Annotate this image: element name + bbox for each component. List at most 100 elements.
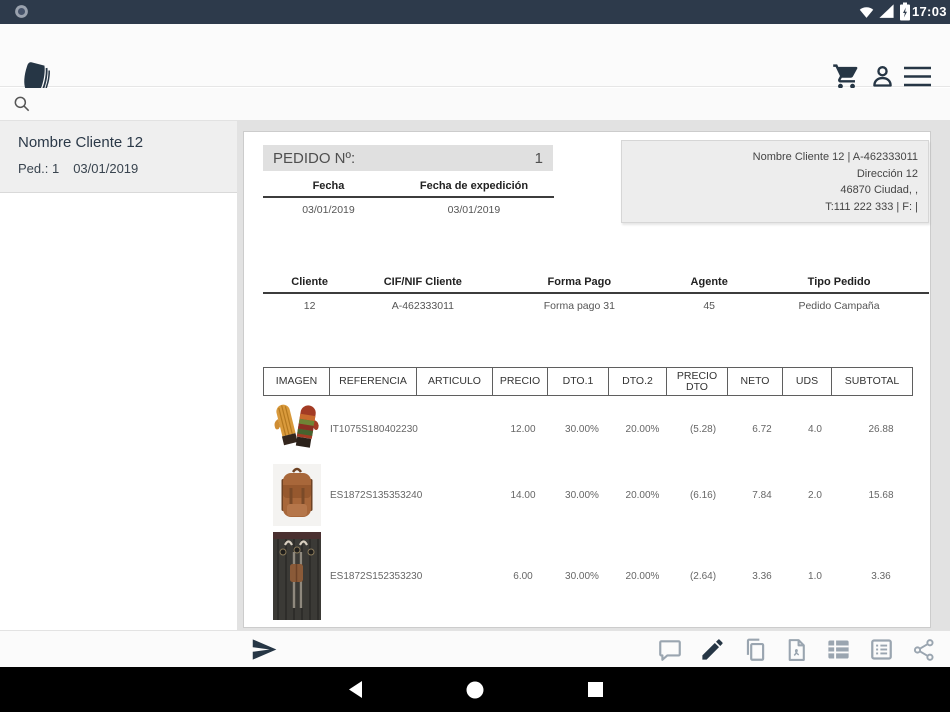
backpack-product-photo — [263, 464, 330, 526]
share-icon[interactable] — [911, 637, 937, 663]
item-precio-dto: (5.28) — [689, 423, 717, 435]
item-precio-dto: (6.16) — [689, 489, 717, 501]
info-header-cliente: Cliente — [291, 276, 328, 288]
menu-icon[interactable] — [903, 65, 932, 88]
info-value-forma-pago: Forma pago 31 — [543, 300, 615, 312]
col-header-uds: UDS — [782, 367, 832, 396]
app-bar — [0, 24, 950, 95]
item-dto1: 30.00% — [565, 423, 599, 435]
col-header-dto2: DTO.2 — [608, 367, 667, 396]
back-icon[interactable] — [347, 681, 364, 698]
expedition-date-value: 03/01/2019 — [447, 204, 501, 216]
item-referencia: ES1872S152353230 — [330, 570, 423, 582]
order-ref: Ped.: 1 — [18, 161, 60, 176]
drawstring-bag-product-photo — [263, 532, 330, 620]
order-date: 03/01/2019 — [73, 161, 139, 176]
search-bar[interactable] — [0, 88, 950, 121]
item-uds: 1.0 — [808, 570, 822, 582]
order-info-table: Cliente CIF/NIF Cliente Forma Pago Agent… — [263, 276, 929, 312]
cart-icon[interactable] — [832, 62, 861, 91]
client-box-line: T:111 222 333 | F: | — [825, 200, 918, 213]
col-header-precio-dto: PRECIO DTO — [666, 367, 728, 396]
client-box-line: Nombre Cliente 12 | A-462333011 — [752, 151, 918, 163]
document-action-toolbar — [0, 630, 950, 667]
battery-charging-icon — [899, 2, 911, 21]
info-value-tipo-pedido: Pedido Campaña — [798, 300, 880, 312]
status-bar: 17:03 — [0, 0, 950, 24]
items-table-header: IMAGEN REFERENCIA ARTICULO PRECIO DTO.1 … — [263, 367, 924, 396]
item-dto2: 20.00% — [625, 423, 660, 435]
list-icon[interactable] — [868, 636, 895, 663]
item-precio: 12.00 — [510, 423, 536, 435]
col-header-precio: PRECIO — [492, 367, 548, 396]
info-header-tipo-pedido: Tipo Pedido — [807, 276, 871, 288]
order-number-header: PEDIDO Nº: 1 — [263, 145, 553, 171]
item-row[interactable]: IT1075S180402230 12.00 30.00% 20.00% (5.… — [263, 396, 924, 462]
col-header-dto1: DTO.1 — [547, 367, 609, 396]
item-uds: 2.0 — [808, 489, 822, 501]
info-header-cif: CIF/NIF Cliente — [383, 276, 462, 288]
col-header-subtotal: SUBTOTAL — [831, 367, 913, 396]
item-row[interactable]: ES1872S152353230 6.00 30.00% 20.00% (2.6… — [263, 528, 924, 624]
info-value-agente: 45 — [703, 300, 716, 312]
col-header-articulo: ARTICULO — [416, 367, 493, 396]
item-referencia: ES1872S135353240 — [330, 489, 423, 501]
item-uds: 4.0 — [808, 423, 822, 435]
table-icon[interactable] — [825, 636, 852, 663]
order-number-label: PEDIDO Nº: — [273, 149, 356, 167]
account-icon[interactable] — [869, 63, 896, 90]
item-subtotal: 26.88 — [868, 423, 894, 435]
item-referencia: IT1075S180402230 — [330, 423, 418, 435]
item-dto1: 30.00% — [565, 570, 599, 582]
info-value-cif: A-462333011 — [391, 300, 454, 312]
order-client-name: Nombre Cliente 12 — [18, 134, 144, 151]
dates-table: Fecha Fecha de expedición 03/01/2019 03/… — [263, 180, 554, 216]
col-header-imagen: IMAGEN — [263, 367, 330, 396]
status-time: 17:03 — [912, 4, 947, 19]
item-precio: 6.00 — [513, 570, 533, 582]
date-header: Fecha — [312, 180, 345, 192]
expedition-date-header: Fecha de expedición — [419, 180, 529, 192]
cellular-signal-icon — [878, 3, 895, 20]
info-header-agente: Agente — [690, 276, 728, 288]
order-list-item-selected[interactable]: Nombre Cliente 12 Ped.: 1 03/01/2019 — [0, 121, 237, 193]
item-neto: 7.84 — [752, 489, 772, 501]
order-list-panel: Nombre Cliente 12 Ped.: 1 03/01/2019 — [0, 121, 237, 630]
item-dto2: 20.00% — [625, 570, 660, 582]
item-precio-dto: (2.64) — [689, 570, 717, 582]
item-precio: 14.00 — [510, 489, 536, 501]
wifi-icon — [858, 3, 875, 20]
document-panel: PEDIDO Nº: 1 Fecha Fecha de expedición 0… — [237, 121, 950, 630]
item-subtotal: 3.36 — [871, 570, 891, 582]
order-document-page: PEDIDO Nº: 1 Fecha Fecha de expedición 0… — [243, 131, 931, 628]
android-navigation-bar — [0, 667, 950, 712]
send-icon[interactable] — [249, 636, 279, 663]
content-area: Nombre Cliente 12 Ped.: 1 03/01/2019 PEDI… — [0, 121, 950, 630]
item-dto2: 20.00% — [625, 489, 660, 501]
info-value-cliente: 12 — [303, 300, 316, 312]
edit-icon[interactable] — [699, 636, 726, 663]
item-dto1: 30.00% — [565, 489, 599, 501]
items-table: IMAGEN REFERENCIA ARTICULO PRECIO DTO.1 … — [263, 367, 924, 624]
comment-icon[interactable] — [657, 637, 683, 663]
pdf-icon[interactable] — [784, 637, 809, 663]
info-header-forma-pago: Forma Pago — [547, 276, 612, 288]
recents-icon[interactable] — [588, 682, 603, 697]
col-header-neto: NETO — [727, 367, 783, 396]
item-neto: 3.36 — [752, 570, 772, 582]
notification-circle-icon — [13, 3, 30, 20]
home-icon[interactable] — [466, 681, 484, 699]
copy-icon[interactable] — [742, 637, 768, 663]
client-address-box: Nombre Cliente 12 | A-462333011 Direcció… — [621, 140, 929, 223]
client-box-line: Dirección 12 — [856, 167, 918, 180]
item-subtotal: 15.68 — [868, 489, 894, 501]
search-icon[interactable] — [12, 94, 32, 114]
client-box-line: 46870 Ciudad, , — [840, 184, 918, 196]
order-number-value: 1 — [534, 149, 543, 167]
col-header-referencia: REFERENCIA — [329, 367, 417, 396]
item-row[interactable]: ES1872S135353240 14.00 30.00% 20.00% (6.… — [263, 462, 924, 528]
item-neto: 6.72 — [752, 423, 772, 435]
mittens-product-photo — [263, 400, 330, 458]
date-value: 03/01/2019 — [302, 204, 355, 216]
